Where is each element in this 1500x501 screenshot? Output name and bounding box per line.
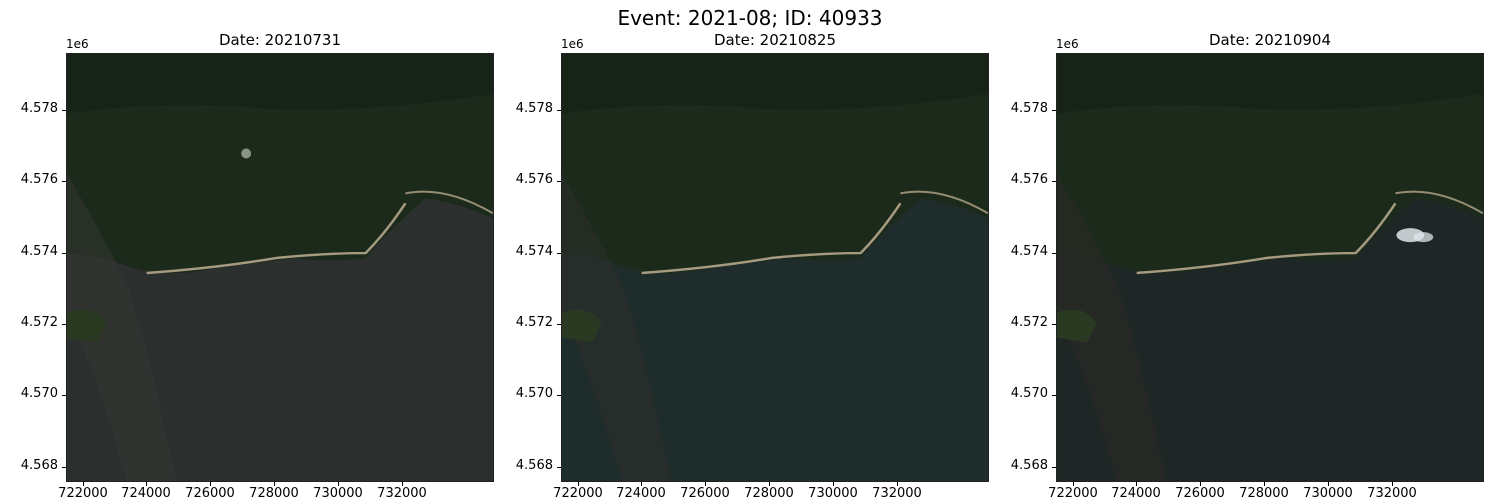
y-tick-label: 4.568 — [515, 458, 553, 473]
x-tick — [210, 482, 211, 486]
x-tick-label: 730000 — [313, 486, 363, 501]
y-tick — [1052, 110, 1056, 111]
y-tick — [62, 110, 66, 111]
y-tick-label: 4.570 — [20, 386, 58, 401]
figure-title: Event: 2021-08; ID: 40933 — [617, 6, 883, 30]
y-tick-label: 4.578 — [515, 101, 553, 116]
x-tick-label: 726000 — [185, 486, 235, 501]
cloud — [1396, 228, 1434, 243]
y-tick-label: 4.574 — [515, 244, 553, 259]
x-tick — [833, 482, 834, 486]
x-tick — [338, 482, 339, 486]
x-tick-label: 724000 — [1111, 486, 1161, 501]
x-tick-label: 730000 — [1303, 486, 1353, 501]
x-tick — [274, 482, 275, 486]
y-tick — [1052, 395, 1056, 396]
y-offset-label: 1e6 — [1056, 37, 1079, 51]
y-tick — [557, 324, 561, 325]
x-tick-label: 726000 — [1175, 486, 1225, 501]
x-tick — [83, 482, 84, 486]
y-tick — [62, 395, 66, 396]
y-tick — [1052, 181, 1056, 182]
x-tick — [578, 482, 579, 486]
x-tick — [1200, 482, 1201, 486]
y-tick-label: 4.576 — [515, 172, 553, 187]
y-tick — [557, 467, 561, 468]
satellite-image — [66, 53, 494, 482]
x-tick-label: 722000 — [1048, 486, 1098, 501]
y-tick — [62, 253, 66, 254]
x-tick-label: 728000 — [249, 486, 299, 501]
x-tick — [1073, 482, 1074, 486]
y-tick-label: 4.578 — [1010, 101, 1048, 116]
x-tick — [705, 482, 706, 486]
y-tick — [1052, 324, 1056, 325]
x-tick — [897, 482, 898, 486]
panel-title: Date: 20210904 — [1208, 31, 1332, 49]
x-tick-label: 724000 — [616, 486, 666, 501]
y-tick-label: 4.568 — [1010, 458, 1048, 473]
y-tick — [62, 467, 66, 468]
y-tick-label: 4.572 — [1010, 315, 1048, 330]
x-tick-label: 726000 — [680, 486, 730, 501]
y-tick — [62, 324, 66, 325]
x-tick-label: 724000 — [121, 486, 171, 501]
satellite-panel-3: Date: 20210904 1e6 4.578 4.576 4.574 4.5… — [1011, 0, 1486, 501]
x-tick-label: 722000 — [553, 486, 603, 501]
y-offset-label: 1e6 — [66, 37, 89, 51]
x-tick-label: 728000 — [744, 486, 794, 501]
x-tick-label: 732000 — [1367, 486, 1417, 501]
y-tick — [557, 110, 561, 111]
satellite-image — [561, 53, 989, 482]
x-tick-label: 728000 — [1239, 486, 1289, 501]
y-offset-label: 1e6 — [561, 37, 584, 51]
y-tick — [62, 181, 66, 182]
y-tick-label: 4.576 — [20, 172, 58, 187]
x-tick-label: 732000 — [377, 486, 427, 501]
y-tick-label: 4.578 — [20, 101, 58, 116]
x-tick-label: 730000 — [808, 486, 858, 501]
y-tick-label: 4.568 — [20, 458, 58, 473]
x-tick — [641, 482, 642, 486]
y-tick — [557, 395, 561, 396]
panel-title: Date: 20210825 — [713, 31, 837, 49]
y-tick — [1052, 253, 1056, 254]
y-tick-label: 4.576 — [1010, 172, 1048, 187]
y-tick-label: 4.570 — [515, 386, 553, 401]
x-tick — [1136, 482, 1137, 486]
y-tick — [1052, 467, 1056, 468]
panel-title: Date: 20210731 — [218, 31, 342, 49]
y-tick-label: 4.570 — [1010, 386, 1048, 401]
y-tick-label: 4.574 — [20, 244, 58, 259]
satellite-image — [1056, 53, 1484, 482]
y-tick-label: 4.572 — [515, 315, 553, 330]
x-tick — [1392, 482, 1393, 486]
y-tick — [557, 253, 561, 254]
x-tick — [146, 482, 147, 486]
x-tick — [769, 482, 770, 486]
x-tick-label: 732000 — [872, 486, 922, 501]
x-tick — [402, 482, 403, 486]
x-tick — [1264, 482, 1265, 486]
satellite-panel-2: Date: 20210825 1e6 4.578 4.576 4.574 4.5… — [516, 0, 991, 501]
y-tick — [557, 181, 561, 182]
y-tick-label: 4.572 — [20, 315, 58, 330]
x-tick — [1328, 482, 1329, 486]
satellite-panel-1: Date: 20210731 1e6 4.578 4.576 4.574 4.5… — [21, 0, 496, 501]
x-tick-label: 722000 — [58, 486, 108, 501]
y-tick-label: 4.574 — [1010, 244, 1048, 259]
